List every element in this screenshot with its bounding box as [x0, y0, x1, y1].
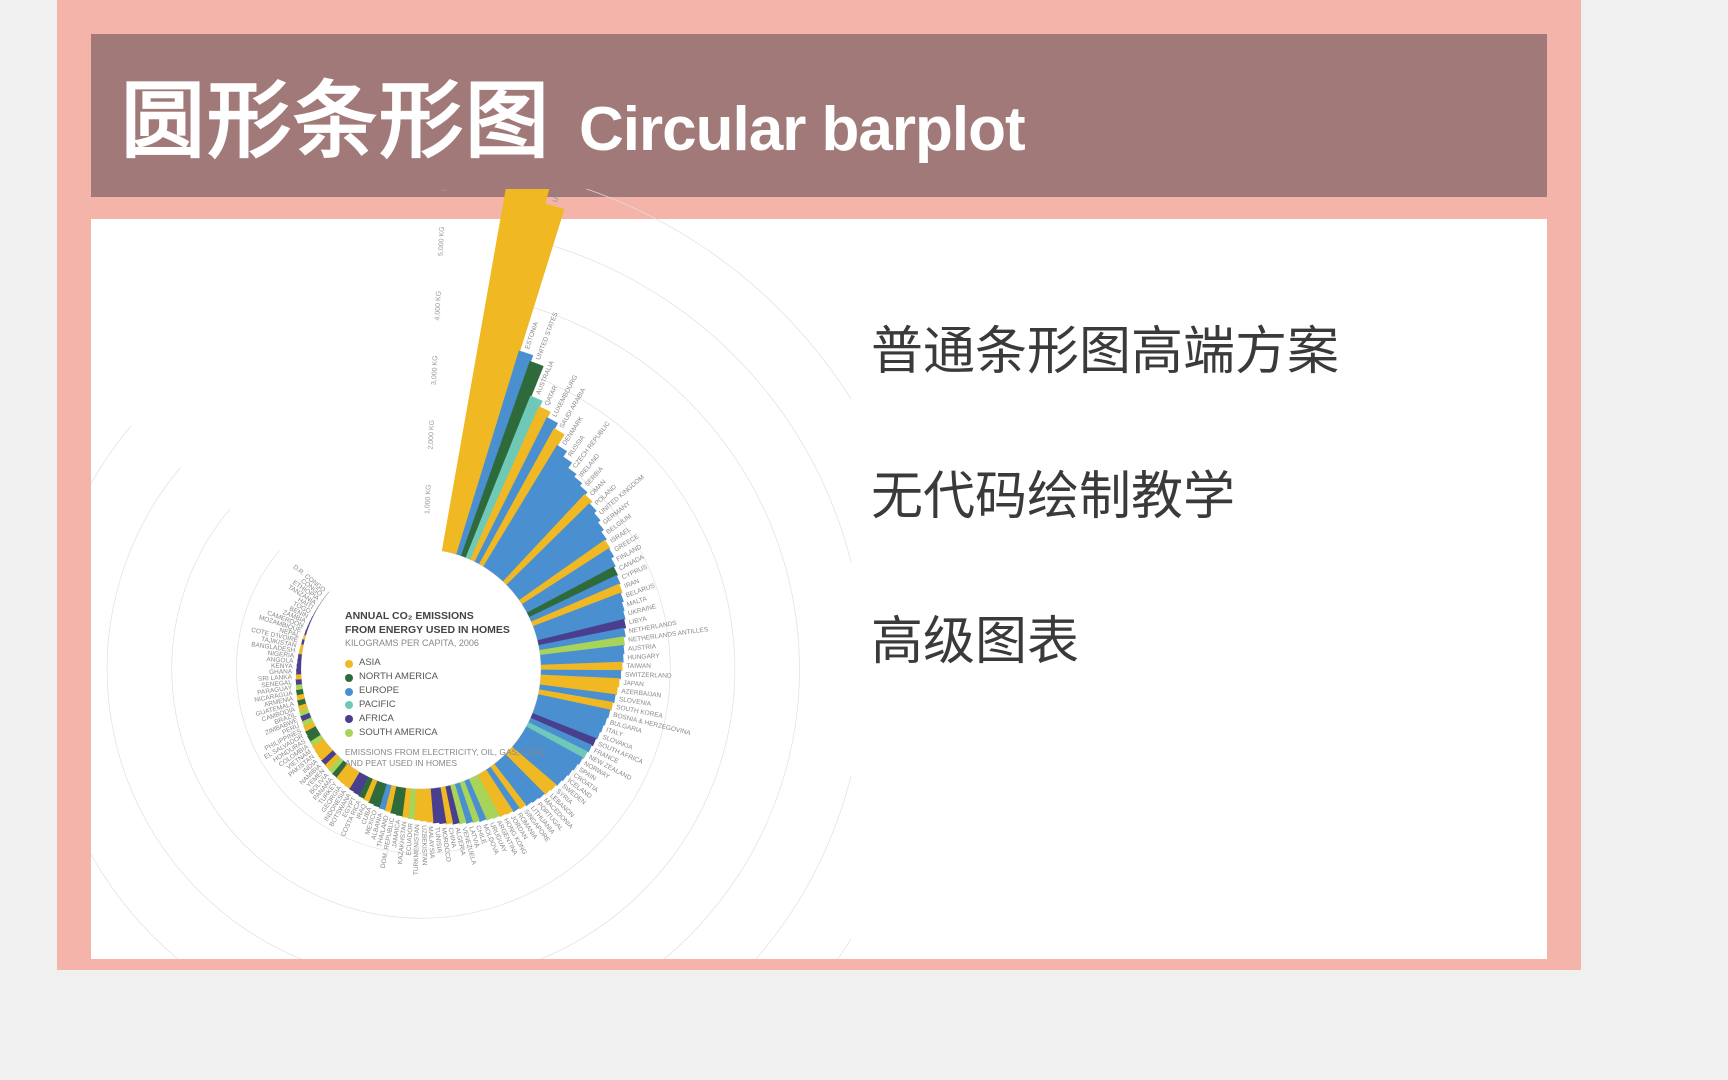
caption-panel: 普通条形图高端方案 无代码绘制教学 高级图表: [851, 219, 1547, 959]
legend-label: PACIFIC: [359, 699, 396, 712]
scale-label: 2,000 KG: [428, 420, 437, 450]
bar: [297, 664, 302, 670]
legend-swatch: [345, 660, 353, 668]
bar-label: SWITZERLAND: [625, 671, 672, 679]
title-bar: 圆形条形图 Circular barplot: [91, 34, 1547, 197]
bar: [296, 669, 301, 675]
circular-barplot-svg: 1,000 KG 2,000 KG 3,000 KG 4,000 KG 5,000 KG…: [91, 189, 851, 959]
legend-label: NORTH AMERICA: [359, 671, 438, 684]
legend-label: SOUTH AMERICA: [359, 727, 438, 740]
legend-swatch: [345, 688, 353, 696]
bar-label: TAIWAN: [626, 663, 651, 670]
legend-footnote: EMISSIONS FROM ELECTRICITY, OIL, GAS, CO…: [345, 747, 555, 768]
bar-label: HUNGARY: [627, 653, 660, 662]
legend-label: EUROPE: [359, 685, 399, 698]
frame: 圆形条形图 Circular barplot 1,000 KG 2,000 KG 3…: [57, 0, 1581, 970]
outer-container: 圆形条形图 Circular barplot 1,000 KG 2,000 KG 3…: [0, 0, 1728, 1080]
bar: [312, 612, 315, 617]
legend-swatch: [345, 674, 353, 682]
title-en: Circular barplot: [579, 94, 1025, 165]
bar: [296, 674, 302, 680]
bar: [296, 679, 302, 685]
bar: [320, 599, 323, 604]
legend-swatch: [345, 715, 353, 723]
lower-panel: 1,000 KG 2,000 KG 3,000 KG 4,000 KG 5,000 KG…: [91, 219, 1547, 959]
scale-label: 3,000 KG: [431, 355, 440, 385]
legend-title-1: ANNUAL CO₂ EMISSIONS: [345, 609, 555, 623]
legend-item: AFRICA: [345, 713, 555, 726]
bar: [310, 616, 313, 621]
bar: [323, 595, 326, 599]
legend-block: ANNUAL CO₂ EMISSIONS FROM ENERGY USED IN…: [345, 609, 555, 769]
bar: [297, 659, 301, 665]
caption-1: 普通条形图高端方案: [871, 309, 1517, 384]
caption-3: 高级图表: [871, 599, 1517, 674]
legend-item: ASIA: [345, 657, 555, 670]
legend-item: EUROPE: [345, 685, 555, 698]
legend-title-2: FROM ENERGY USED IN HOMES: [345, 623, 555, 637]
legend-item: SOUTH AMERICA: [345, 727, 555, 740]
legend-swatch: [345, 701, 353, 709]
legend-item: NORTH AMERICA: [345, 671, 555, 684]
bar: [317, 603, 320, 608]
bar-label: JAPAN: [623, 680, 644, 688]
legend-label: AFRICA: [359, 713, 394, 726]
bar-label: UZBEKISTAN: [420, 825, 428, 866]
bar-label: AUSTRIA: [628, 643, 657, 653]
scale-label: 5,000 KG: [438, 226, 447, 256]
bar: [315, 607, 318, 612]
bar: [326, 591, 330, 595]
bar-label: UNITED ARAB EMIRATES: [552, 189, 580, 203]
scale-label: 4,000 KG: [434, 291, 443, 321]
chart-panel: 1,000 KG 2,000 KG 3,000 KG 4,000 KG 5,000 KG…: [91, 219, 851, 959]
bar-label: UNITED STATES: [535, 311, 560, 361]
scale-label: 1,000 KG: [424, 484, 433, 514]
legend-subtitle: KILOGRAMS PER CAPITA, 2006: [345, 637, 555, 649]
legend-swatch: [345, 729, 353, 737]
legend-item: PACIFIC: [345, 699, 555, 712]
scale-label: 6,000 KG: [441, 189, 450, 192]
legend-label: ASIA: [359, 657, 381, 670]
caption-2: 无代码绘制教学: [871, 454, 1517, 529]
bar: [298, 654, 302, 660]
title-cn: 圆形条形图: [121, 54, 551, 175]
